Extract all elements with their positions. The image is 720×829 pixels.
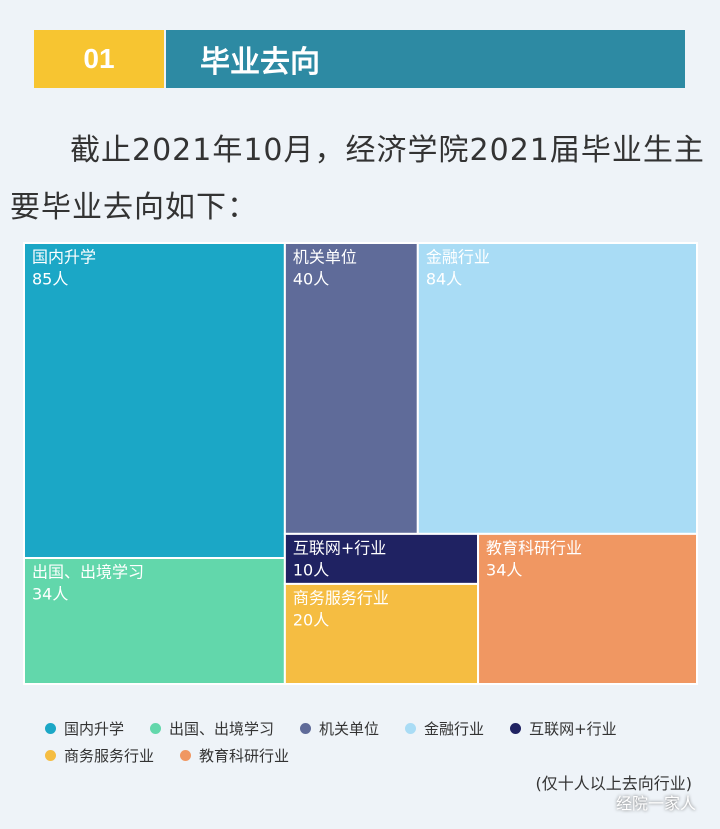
treemap-cell [23,242,286,559]
legend-item: 出国、出境学习 [150,718,274,739]
cell-label: 国内升学 [32,248,96,267]
legend-label: 国内升学 [64,720,125,738]
treemap-cell [477,532,698,685]
legend-label: 出国、出境学习 [169,720,275,738]
legend-swatch [45,750,56,761]
legend-swatch [180,750,192,761]
legend-swatch [45,723,56,734]
watermark: 经院一家人 [615,794,696,813]
cell-value-label: 85人 [32,270,68,289]
treemap-cell [23,557,286,685]
cell-label: 商务服务行业 [293,588,389,607]
treemap-cell [283,532,480,585]
legend-label: 互联网+行业 [529,720,617,738]
cell-label: 出国、出境学习 [32,563,144,582]
legend-label: 商务服务行业 [64,747,155,765]
legend-swatch [405,723,417,734]
legend-item: 金融行业 [405,718,484,739]
legend-label: 金融行业 [424,720,485,738]
section-number: 01 [34,30,164,88]
legend: 国内升学 出国、出境学习 机关单位 金融行业 互联网+行业商务服务行业 教育科研行业 [45,718,695,766]
legend-label: 教育科研行业 [199,747,290,765]
legend-swatch [150,723,162,734]
footnote: (仅十人以上去向行业) [535,774,693,793]
cell-value-label: 34人 [486,560,522,579]
section-title: 毕业去向 [166,30,685,88]
cell-value-label: 40人 [293,270,329,289]
cell-value-label: 84人 [426,270,462,289]
intro-text: 截止2021年10月，经济学院2021届毕业生主要毕业去向如下： [10,133,705,225]
legend-item: 教育科研行业 [180,745,289,766]
legend-swatch [510,723,522,734]
legend-item: 国内升学 [45,718,124,739]
legend-item: 互联网+行业 [510,718,617,739]
cell-label: 机关单位 [293,248,357,267]
cell-label: 互联网+行业 [293,538,386,557]
cell-label: 教育科研行业 [486,538,582,557]
legend-label: 机关单位 [319,720,380,738]
legend-item: 商务服务行业 [45,745,154,766]
cell-value-label: 34人 [32,585,68,604]
treemap-cell [416,242,698,535]
legend-item: 机关单位 [300,718,379,739]
cell-label: 金融行业 [426,248,490,267]
legend-swatch [300,723,312,734]
treemap-cell [283,242,419,535]
cell-value-label: 20人 [293,610,329,629]
cell-value-label: 10人 [293,560,329,579]
